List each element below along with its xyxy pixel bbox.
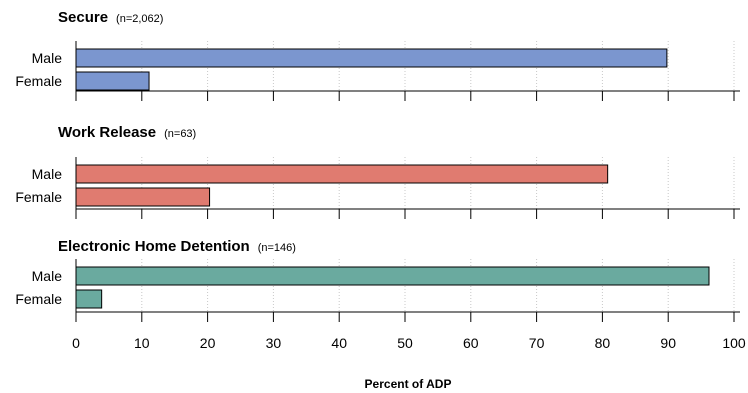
category-label: Male — [32, 268, 63, 284]
x-tick-label: 100 — [722, 335, 746, 351]
x-tick-label: 40 — [331, 335, 347, 351]
panel-n-label: (n=146) — [258, 242, 296, 254]
category-label: Female — [15, 73, 62, 89]
x-tick-label: 30 — [266, 335, 282, 351]
bars-layer — [75, 48, 710, 309]
panel-title-text: Electronic Home Detention — [58, 238, 250, 255]
bar-female — [75, 71, 150, 91]
category-label: Male — [32, 166, 63, 182]
axes-layer — [75, 41, 740, 322]
bar-female — [75, 187, 211, 207]
x-axis-title: Percent of ADP — [365, 377, 452, 391]
panel-title-text: Secure — [58, 9, 108, 26]
x-tick-label: 60 — [463, 335, 479, 351]
panel-title: Electronic Home Detention (n=146) — [58, 238, 296, 255]
panel-n-label: (n=63) — [164, 128, 196, 140]
x-tick-label: 70 — [529, 335, 545, 351]
x-tick-label: 0 — [72, 335, 80, 351]
panel-title: Work Release (n=63) — [58, 124, 196, 141]
bar-male — [75, 266, 710, 286]
bar-female — [75, 289, 103, 309]
x-tick-label: 20 — [200, 335, 216, 351]
category-label: Female — [15, 291, 62, 307]
bar-male — [75, 48, 668, 68]
category-label: Male — [32, 50, 63, 66]
labels-layer: Secure (n=2,062) Male Female Work Release (n=… — [15, 9, 746, 351]
panel-title: Secure (n=2,062) — [58, 9, 163, 26]
panel-title-text: Work Release — [58, 124, 156, 141]
x-tick-label: 90 — [660, 335, 676, 351]
category-label: Female — [15, 189, 62, 205]
panel-n-label: (n=2,062) — [116, 13, 163, 25]
x-tick-label: 50 — [397, 335, 413, 351]
x-tick-label: 10 — [134, 335, 150, 351]
bar-male — [75, 164, 609, 184]
x-tick-label: 80 — [595, 335, 611, 351]
